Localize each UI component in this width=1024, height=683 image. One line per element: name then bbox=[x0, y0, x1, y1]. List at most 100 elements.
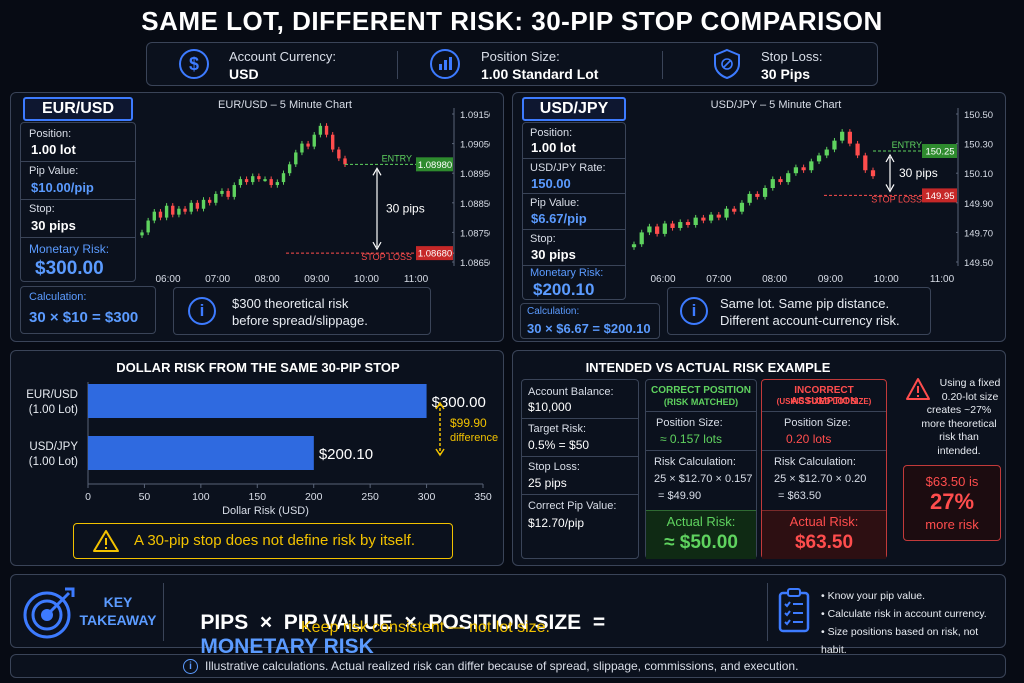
jpy-stop-value: 30 pips bbox=[531, 247, 576, 262]
candle bbox=[306, 143, 310, 147]
x-tick-label: 300 bbox=[418, 491, 436, 503]
wrong-calc-line2: = $63.50 bbox=[778, 490, 822, 502]
x-tick-label: 250 bbox=[361, 491, 379, 503]
candle bbox=[670, 223, 675, 228]
stop-price-tag bbox=[416, 246, 453, 261]
eur-risk-label: Monetary Risk: bbox=[29, 242, 110, 256]
correct-size-value: ≈ 0.157 lots bbox=[660, 432, 722, 446]
balance-label: Account Balance: bbox=[528, 386, 614, 398]
candle bbox=[189, 202, 193, 212]
arrow-head bbox=[372, 167, 382, 176]
candle bbox=[171, 205, 175, 215]
stop-price: 1.08680 bbox=[418, 249, 452, 260]
correct-actual-value: ≈ $50.00 bbox=[664, 532, 738, 553]
candle bbox=[281, 173, 286, 183]
bar-value-label: $300.00 bbox=[432, 394, 486, 411]
candle bbox=[855, 143, 860, 156]
category-label: EUR/USD bbox=[26, 389, 78, 401]
entry-price-tag bbox=[416, 157, 453, 172]
callout-line3: more risk bbox=[925, 517, 979, 532]
jpy-calc-value: 30 × $6.67 = $200.10 bbox=[527, 321, 651, 336]
footer-bar: i Illustrative calculations. Actual real… bbox=[10, 654, 1006, 678]
correct-heading: CORRECT POSITION bbox=[650, 385, 751, 396]
info-icon: i bbox=[188, 297, 216, 325]
candle bbox=[244, 179, 249, 183]
x-tick-label: 10:00 bbox=[354, 274, 379, 282]
x-tick-label: 07:00 bbox=[706, 274, 731, 282]
candle bbox=[739, 202, 745, 212]
balance-value: $10,000 bbox=[528, 400, 572, 414]
candle bbox=[832, 140, 837, 150]
category-label: (1.00 Lot) bbox=[29, 456, 78, 468]
candle bbox=[201, 199, 206, 209]
usdjpy-stats: Position: 1.00 lot USD/JPY Rate: 150.00 … bbox=[522, 122, 626, 300]
warning-box: A 30-pip stop does not define risk by it… bbox=[73, 523, 453, 559]
candle bbox=[747, 193, 752, 203]
y-tick-label: 149.90 bbox=[964, 199, 993, 210]
takeaway-label2: TAKEAWAY bbox=[79, 612, 157, 628]
x-tick-label: 08:00 bbox=[255, 274, 280, 282]
candle bbox=[251, 176, 255, 183]
currency-value: USD bbox=[229, 66, 259, 82]
candle bbox=[755, 193, 760, 197]
currency-label: Account Currency: bbox=[229, 49, 336, 64]
jpy-rate-label: USD/JPY Rate: bbox=[530, 162, 606, 174]
x-tick-label: 07:00 bbox=[205, 274, 230, 282]
y-tick-label: 150.30 bbox=[964, 140, 993, 151]
candle bbox=[220, 190, 224, 194]
candle bbox=[678, 222, 683, 228]
wrong-size-value: 0.20 lots bbox=[786, 432, 832, 446]
candle bbox=[269, 179, 273, 186]
y-tick-label: 150.10 bbox=[964, 169, 993, 180]
bar-chart-icon bbox=[430, 49, 460, 79]
candle bbox=[183, 208, 187, 212]
candle bbox=[631, 244, 637, 248]
correct-subheading: (RISK MATCHED) bbox=[663, 397, 739, 407]
candle bbox=[263, 179, 267, 182]
eur-pip-label: Pip Value: bbox=[29, 165, 79, 177]
usdjpy-panel: USD/JPY Position: 1.00 lot USD/JPY Rate:… bbox=[512, 92, 1006, 342]
candle bbox=[708, 214, 714, 221]
candle bbox=[207, 199, 212, 203]
candle bbox=[214, 193, 218, 203]
correct-calc-label: Risk Calculation: bbox=[654, 456, 736, 468]
info-icon: i bbox=[680, 297, 708, 325]
arrow-head bbox=[885, 184, 895, 193]
category-label: (1.00 Lot) bbox=[29, 404, 78, 416]
candle bbox=[847, 131, 852, 144]
warn-line: intended. bbox=[937, 444, 981, 457]
correct-box: CORRECT POSITION (RISK MATCHED) Position… bbox=[645, 379, 757, 559]
candle bbox=[257, 176, 261, 180]
x-tick-label: 50 bbox=[139, 491, 151, 503]
difference-label: difference bbox=[450, 432, 498, 444]
warn-line: 0.20-lot size bbox=[941, 390, 999, 403]
distance-label: 30 pips bbox=[899, 166, 938, 180]
y-tick-label: 149.70 bbox=[964, 228, 993, 239]
candle bbox=[238, 179, 243, 186]
arrow-head bbox=[435, 401, 445, 410]
eur-pip-value: $10.00/pip bbox=[31, 180, 94, 195]
warning-icon bbox=[92, 529, 120, 553]
candle bbox=[662, 223, 667, 234]
target-value: 0.5% = $50 bbox=[528, 438, 590, 452]
x-tick-label: 09:00 bbox=[818, 274, 843, 282]
warn-text: Using a fixed 0.20-lot size creates ~27%… bbox=[913, 377, 1005, 458]
eur-note-line1: $300 theoretical risk bbox=[232, 296, 349, 311]
stop-price-tag bbox=[922, 188, 957, 203]
eur-calc-box: Calculation: 30 × $10 = $300 bbox=[20, 286, 156, 334]
page-title: SAME LOT, DIFFERENT RISK: 30-PIP STOP CO… bbox=[141, 6, 883, 36]
y-tick-label: 1.09150 bbox=[460, 110, 490, 121]
ex-stop-value: 25 pips bbox=[528, 476, 567, 490]
candle bbox=[158, 211, 163, 218]
eur-position-value: 1.00 lot bbox=[31, 142, 76, 157]
eur-risk-value: $300.00 bbox=[35, 258, 104, 279]
pipv-value: $12.70/pip bbox=[528, 516, 585, 530]
jpy-note-line2: Different account-currency risk. bbox=[720, 313, 900, 328]
candle bbox=[655, 226, 660, 234]
entry-price: 1.08980 bbox=[418, 160, 452, 171]
candle bbox=[324, 125, 329, 135]
warning-text: A 30-pip stop does not define risk by it… bbox=[134, 532, 415, 549]
jpy-position-label: Position: bbox=[530, 127, 573, 139]
size-label: Position Size: bbox=[481, 49, 560, 64]
stop-value: 30 Pips bbox=[761, 66, 811, 82]
